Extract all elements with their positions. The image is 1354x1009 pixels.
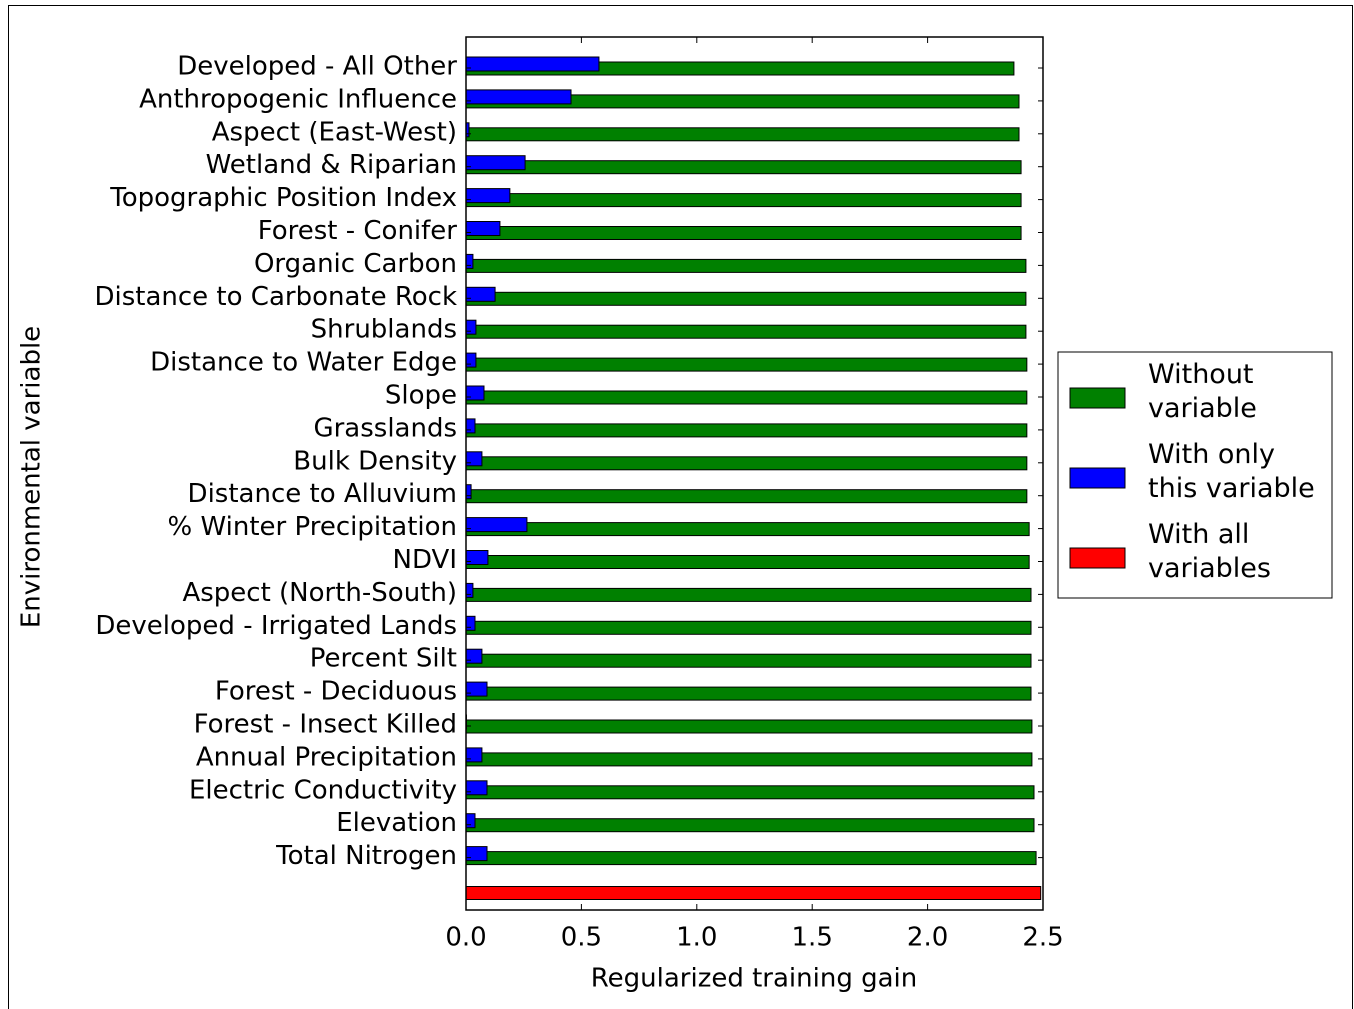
bar — [465, 648, 483, 664]
bar — [465, 319, 477, 335]
bar — [465, 686, 1032, 701]
bar — [465, 484, 472, 500]
y-tick-label: Total Nitrogen — [275, 841, 457, 871]
y-tick-label: Grasslands — [313, 413, 457, 443]
bar — [465, 719, 1033, 734]
y-tick-label: Aspect (East-West) — [212, 117, 457, 147]
y-tick-label: Wetland & Riparian — [206, 150, 457, 180]
y-tick-label: Aspect (North-South) — [182, 578, 457, 608]
bar — [465, 886, 1042, 900]
bar — [465, 418, 476, 434]
bar — [465, 813, 476, 829]
y-tick-label: Organic Carbon — [254, 249, 457, 279]
bar — [465, 620, 1032, 635]
y-tick-label: Elevation — [336, 808, 457, 838]
y-tick-label: Forest - Deciduous — [215, 677, 457, 707]
bar — [465, 188, 511, 204]
legend-swatch — [1069, 547, 1126, 569]
x-tick-label: 0.5 — [561, 923, 602, 953]
bar — [465, 747, 483, 763]
bar — [465, 253, 474, 269]
bar — [465, 846, 488, 862]
bar — [465, 489, 1028, 504]
bar — [465, 587, 1032, 602]
bar — [465, 286, 496, 302]
y-tick-label: Distance to Carbonate Rock — [94, 282, 457, 312]
bar — [465, 324, 1027, 339]
bar — [465, 785, 1035, 800]
x-axis-label: Regularized training gain — [591, 964, 918, 994]
bar — [465, 390, 1028, 405]
plot-frame — [465, 36, 1044, 911]
frame — [8, 5, 1353, 1009]
x-tick-label: 1.0 — [676, 923, 717, 953]
bar — [465, 423, 1028, 438]
y-tick-label: Forest - Conifer — [258, 216, 458, 246]
bar — [465, 818, 1035, 833]
y-tick-label: Distance to Alluvium — [188, 479, 457, 509]
y-tick-label: Slope — [385, 381, 457, 411]
y-tick-label: Developed - Irrigated Lands — [95, 611, 457, 641]
bar — [465, 555, 1030, 569]
bar — [465, 155, 526, 171]
bar — [465, 385, 485, 401]
legend-swatch — [1069, 467, 1126, 489]
y-tick-label: Developed - All Other — [177, 52, 457, 82]
bar — [465, 653, 1032, 668]
bar — [465, 56, 600, 72]
y-tick-label: Distance to Water Edge — [150, 348, 457, 378]
bar — [465, 752, 1033, 767]
bar — [465, 851, 1037, 866]
bar — [465, 615, 476, 631]
y-tick-label: Annual Precipitation — [196, 742, 457, 772]
bar — [465, 550, 489, 565]
bar — [465, 451, 483, 467]
bar — [465, 258, 1027, 273]
y-tick-label: NDVI — [393, 545, 457, 575]
bar — [465, 226, 1022, 240]
legend-label: With only this variable — [1148, 439, 1315, 504]
x-tick-label: 2.5 — [1022, 923, 1063, 953]
x-tick-label: 2.0 — [907, 923, 948, 953]
bar — [465, 221, 501, 236]
y-tick-label: Anthropogenic Influence — [139, 84, 457, 114]
legend-label: With all variables — [1148, 519, 1271, 584]
bar — [465, 160, 1022, 175]
bar — [465, 456, 1028, 471]
y-tick-label: Forest - Insect Killed — [194, 710, 457, 740]
y-tick-label: Electric Conductivity — [189, 775, 457, 805]
bar — [465, 291, 1027, 306]
y-tick-label: Shrublands — [311, 315, 457, 345]
y-tick-label: % Winter Precipitation — [168, 512, 457, 542]
bar — [465, 517, 528, 533]
bar — [465, 127, 1020, 142]
bar — [465, 352, 477, 368]
bar — [465, 582, 474, 598]
bar — [465, 780, 488, 796]
y-tick-label: Percent Silt — [310, 644, 457, 674]
y-tick-label: Bulk Density — [293, 446, 457, 476]
legend-swatch — [1069, 387, 1126, 409]
y-tick-label: Topographic Position Index — [109, 183, 457, 213]
bar — [465, 89, 572, 105]
x-tick-label: 0.0 — [445, 923, 486, 953]
legend-label: Without variable — [1148, 359, 1257, 424]
x-tick-label: 1.5 — [792, 923, 833, 953]
bar — [465, 681, 488, 697]
y-axis-label: Environmental variable — [17, 326, 47, 628]
bar — [465, 357, 1028, 372]
bar — [465, 522, 1030, 537]
bar — [465, 193, 1022, 208]
